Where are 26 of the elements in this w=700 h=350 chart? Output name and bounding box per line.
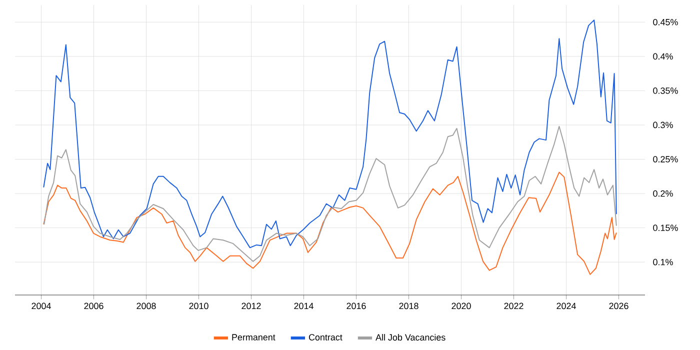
legend-label: Contract [308,334,342,340]
line-series [44,126,617,262]
y-tick-label: 0.2% [653,190,673,197]
x-tick-label: 2022 [504,302,524,310]
line-series [43,20,617,248]
x-tick-label: 2012 [242,302,261,310]
x-tick-label: 2026 [609,302,628,310]
x-tick-label: 2008 [136,302,156,310]
y-tick-label: 0.45% [653,18,678,26]
y-tick-label: 0.15% [653,224,678,231]
legend-label: All Job Vacancies [376,334,446,341]
legend-label: Permanent [232,334,276,340]
x-tick-label: 2010 [189,302,208,310]
x-tick-label: 2004 [32,302,51,310]
y-tick-label: 0.1% [653,258,673,266]
y-tick-label: 0.3% [653,122,673,128]
y-tick-label: 0.35% [653,88,678,94]
x-tick-label: 2020 [452,302,471,310]
x-tick-label: 2006 [84,302,104,310]
x-tick-label: 2014 [294,302,314,310]
x-tick-label: 2018 [399,302,418,310]
x-tick-label: 2016 [346,302,366,310]
y-tick-label: 0.4% [653,53,673,60]
line-series [43,172,617,275]
y-tick-label: 0.25% [653,156,678,162]
x-tick-label: 2024 [556,302,576,310]
